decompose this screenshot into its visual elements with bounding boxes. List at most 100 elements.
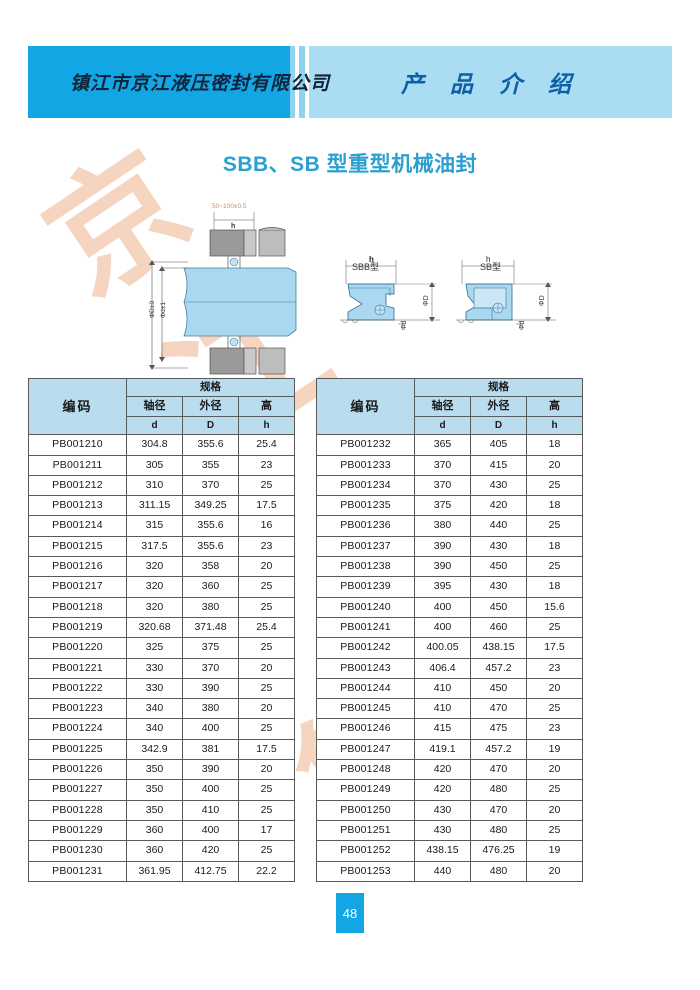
table-row: PB001252 438.15 476.25 19 [316,840,584,862]
D-value: 460 [470,616,528,639]
h-value: 25 [526,556,584,578]
table-row: PB001220 325 375 25 [28,637,296,659]
d-value: 315 [126,515,183,537]
table-row: PB001218 320 380 25 [28,596,296,618]
code: PB001234 [316,474,416,497]
code: PB001238 [316,556,416,578]
table-row: PB001232 365 405 18 [316,434,584,456]
h-value: 18 [526,434,584,456]
table-row: PB001216 320 358 20 [28,556,296,578]
D-value: 475 [470,718,528,740]
page-number-tab: 48 [336,893,364,933]
spec-table-right-body: PB001232 365 405 18 PB001233 370 415 20 PB001234… [316,434,584,882]
table-row: PB001223 340 380 20 [28,698,296,720]
d-value: 440 [414,860,472,882]
table-row: PB001246 415 475 23 [316,718,584,740]
d-value: 317.5 [126,535,183,558]
header-spec-group: 规格 [414,378,584,397]
h-value: 25 [237,718,296,740]
h-value: 23 [526,718,584,740]
d-value: 365 [414,434,472,456]
D-value: 400 [182,819,239,842]
masthead-right-block: 产 品 介 绍 [309,46,672,118]
label-h: h [369,255,374,264]
code: PB001244 [316,677,416,700]
table-row: PB001242 400.05 438.15 17.5 [316,637,584,659]
table-row: PB001249 420 480 25 [316,779,584,801]
D-value: 370 [182,474,239,497]
table-row: PB001253 440 480 20 [316,860,584,882]
d-value: 420 [414,779,472,801]
D-value: 457.2 [470,738,528,761]
h-value: 25 [526,515,584,537]
header-spec-group: 规格 [125,378,296,397]
D-value: 440 [470,515,528,537]
D-value: 420 [182,840,239,862]
seal-assembly-diagram: ΦD±0 Φd±1 50~100±0.5 h [149,203,297,375]
h-value: 25 [237,596,296,618]
header-code: 编码 [28,377,127,436]
d-value: 350 [126,759,183,781]
d-value: 410 [414,677,472,700]
h-value: 25 [237,779,296,801]
code: PB001236 [316,515,416,537]
label-inner-dia: Φd [401,320,408,330]
D-value: 480 [470,819,528,842]
table-row: PB001231 361.95 412.75 22.2 [28,860,296,882]
code: PB001217 [28,576,127,598]
code: PB001232 [316,434,416,456]
d-value: 320 [126,576,183,598]
h-value: 25 [526,819,584,842]
code: PB001240 [316,596,416,618]
code: PB001248 [316,759,416,781]
sbb-cross-section-diagram: h ΦD Φd [340,255,440,330]
D-value: 400 [182,779,239,801]
table-row: PB001210 304.8 355.6 25.4 [28,434,296,456]
company-name: 镇江市京江液压密封有限公司 [70,72,331,95]
D-value: 360 [182,576,239,598]
h-value: 20 [526,677,584,700]
d-value: 320 [126,596,183,618]
table-row: PB001226 350 390 20 [28,759,296,781]
section-label: 产 品 介 绍 [401,71,581,98]
page-title: SBB、SB 型重型机械油封 [222,153,478,176]
table-row: PB001230 360 420 25 [28,840,296,862]
table-row: PB001229 360 400 17 [28,819,296,842]
D-value: 349.25 [182,495,239,517]
table-row: PB001236 380 440 25 [316,515,584,537]
d-value: 360 [126,840,183,862]
code: PB001227 [28,779,127,801]
label-outer-dia: ΦD [539,295,546,306]
table-row: PB001228 350 410 25 [28,799,296,821]
d-value: 304.8 [126,434,183,456]
dim-height: h [231,223,235,230]
header-sym-D: D [182,416,239,436]
D-value: 381 [182,738,239,761]
table-row: PB001245 410 470 25 [316,698,584,720]
table-row: PB001213 311.15 349.25 17.5 [28,495,296,517]
d-value: 310 [126,474,183,497]
h-value: 20 [526,759,584,781]
d-value: 340 [126,718,183,740]
label-outer-dia: ΦD [423,295,430,306]
d-value: 415 [414,718,472,740]
d-value: 340 [126,698,183,720]
D-value: 415 [470,454,528,476]
D-value: 457.2 [470,657,528,679]
code: PB001230 [28,840,127,862]
code: PB001253 [316,860,416,882]
masthead-divider-bar-1 [290,46,295,118]
code: PB001210 [28,434,127,456]
d-value: 370 [414,474,472,497]
code: PB001237 [316,535,416,558]
header-shaft-dia: 轴径 [414,395,472,418]
header-sym-D: D [470,416,528,436]
h-value: 25 [237,576,296,598]
d-value: 430 [414,819,472,842]
h-value: 17.5 [526,637,584,659]
table-row: PB001233 370 415 20 [316,454,584,476]
header-sym-d: d [414,416,472,436]
code: PB001228 [28,799,127,821]
h-value: 25.4 [237,434,296,456]
D-value: 355.6 [182,434,239,456]
